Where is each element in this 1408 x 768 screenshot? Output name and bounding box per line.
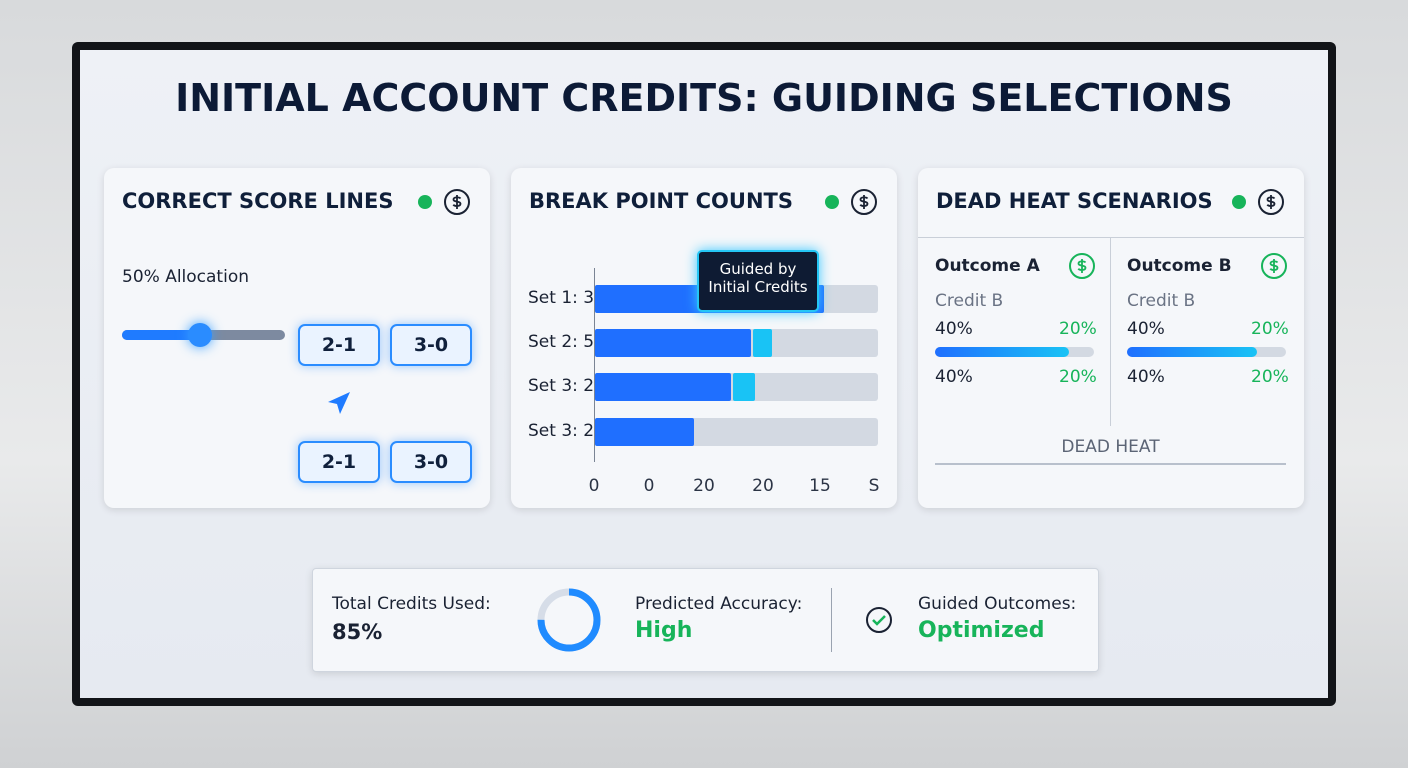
cursor-arrow	[328, 392, 350, 414]
bar-segment	[595, 418, 695, 446]
value: 20%	[1251, 367, 1289, 387]
axis-label: 15	[809, 476, 831, 496]
summary-label: Total Credits Used:	[332, 594, 491, 614]
value: 40%	[1127, 367, 1165, 387]
bar-segment	[595, 373, 731, 401]
outcome-sub: Credit B	[1127, 291, 1196, 311]
row-label: Set 2: 5	[528, 332, 595, 352]
allocation-label: 50% Allocation	[122, 267, 249, 287]
tooltip: Guided by Initial Credits	[697, 250, 819, 312]
value: 40%	[935, 367, 973, 387]
footer-label: DEAD HEAT	[1061, 437, 1160, 457]
panel-title: CORRECT SCORE LINES	[122, 189, 394, 213]
value: 20%	[1059, 367, 1097, 387]
tooltip-line: Initial Credits	[708, 278, 808, 296]
panel-title: DEAD HEAT SCENARIOS	[936, 189, 1213, 213]
footer-line	[935, 463, 1286, 465]
score-button[interactable]: 3-0	[390, 441, 472, 483]
slider-thumb[interactable]	[188, 323, 213, 347]
axis-label: 0	[643, 476, 655, 496]
dollar-icon	[1258, 189, 1284, 215]
divider	[918, 237, 1304, 238]
outcome-sub: Credit B	[935, 291, 1004, 311]
dollar-icon	[1261, 253, 1287, 279]
progress-fill	[935, 347, 1069, 357]
status-dot	[1232, 195, 1246, 209]
ring	[537, 588, 601, 652]
value: 20%	[1059, 319, 1097, 339]
slider-fill	[122, 330, 201, 340]
divider	[831, 588, 832, 652]
axis-label: S	[868, 476, 880, 496]
axis-line	[594, 268, 595, 462]
row-label: Set 1: 3	[528, 288, 595, 308]
outcome-name: Outcome B	[1127, 256, 1232, 276]
bar-segment	[752, 329, 773, 357]
axis-label: 20	[752, 476, 774, 496]
dollar-icon	[444, 189, 470, 215]
value: 20%	[1251, 319, 1289, 339]
ring-arc	[537, 588, 601, 652]
value: 40%	[935, 319, 973, 339]
outcome-name: Outcome A	[935, 256, 1040, 276]
value: 40%	[1127, 319, 1165, 339]
score-button[interactable]: 2-1	[298, 441, 380, 483]
summary-label: Guided Outcomes:	[918, 594, 1077, 614]
bar-segment	[732, 373, 756, 401]
status-dot	[418, 195, 432, 209]
tooltip-line: Guided by	[719, 260, 797, 278]
progress-fill	[1127, 347, 1258, 357]
summary-label: Predicted Accuracy:	[635, 594, 803, 614]
panel-title: BREAK POINT COUNTS	[529, 189, 793, 213]
dollar-icon	[1069, 253, 1095, 279]
axis-label: 0	[588, 476, 600, 496]
row-label: Set 3: 2	[528, 376, 595, 396]
summary-bar	[312, 568, 1099, 672]
summary-value: High	[635, 618, 693, 643]
score-button[interactable]: 2-1	[298, 324, 380, 366]
check-icon	[866, 607, 892, 633]
divider	[1110, 238, 1111, 426]
page-title: INITIAL ACCOUNT CREDITS: GUIDING SELECTI…	[175, 76, 1233, 120]
status-dot	[825, 195, 839, 209]
summary-value: 85%	[332, 620, 383, 644]
panel	[918, 168, 1304, 508]
score-button[interactable]: 3-0	[390, 324, 472, 366]
summary-value: Optimized	[918, 618, 1045, 643]
bar-segment	[595, 329, 751, 357]
dollar-icon	[851, 189, 877, 215]
axis-label: 20	[693, 476, 715, 496]
row-label: Set 3: 2	[528, 421, 595, 441]
